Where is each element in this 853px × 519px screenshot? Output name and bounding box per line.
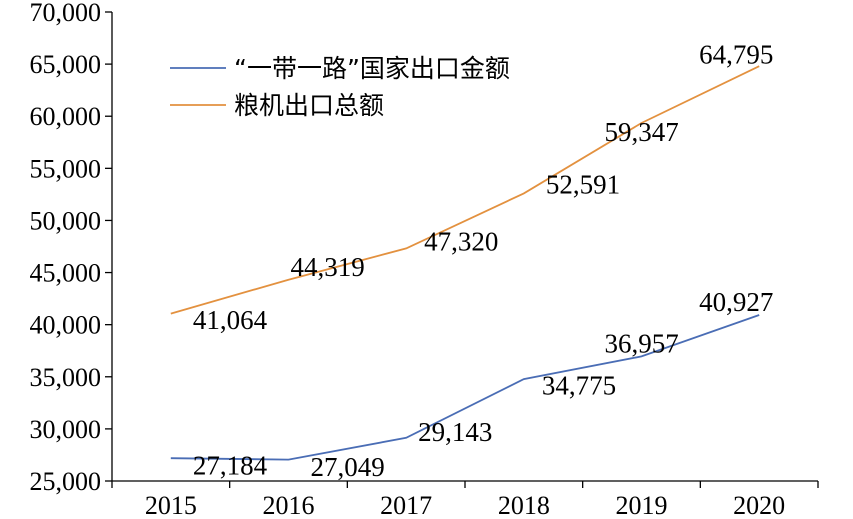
data-label: 52,591 <box>546 170 620 200</box>
legend-label: 粮机出口总额 <box>234 91 384 120</box>
x-tick-label: 2019 <box>616 491 668 519</box>
y-tick-label: 70,000 <box>30 0 102 27</box>
x-tick-label: 2020 <box>733 491 785 519</box>
x-tick-label: 2018 <box>498 491 550 519</box>
series-lines <box>170 65 760 461</box>
legend-label: “一带一路”国家出口金额 <box>234 54 510 83</box>
series-line-0 <box>170 314 760 461</box>
data-label: 27,184 <box>193 450 268 480</box>
data-label: 29,143 <box>418 417 492 447</box>
series-line-1 <box>170 65 760 315</box>
x-tick-label: 2016 <box>263 491 315 519</box>
data-label: 64,795 <box>699 39 773 69</box>
y-tick-label: 45,000 <box>30 259 102 288</box>
data-label: 27,049 <box>311 452 385 482</box>
y-tick-label: 40,000 <box>30 311 102 340</box>
y-tick-label: 65,000 <box>30 50 102 79</box>
data-label: 36,957 <box>605 329 679 359</box>
data-label: 41,064 <box>193 305 268 335</box>
data-label: 40,927 <box>699 287 773 317</box>
y-tick-label: 25,000 <box>30 467 102 496</box>
y-axis-ticks: 25,000 30,000 35,000 40,000 45,000 50,000 55,0… <box>30 0 112 496</box>
y-tick-label: 60,000 <box>30 102 102 131</box>
y-tick-label: 55,000 <box>30 154 102 183</box>
data-labels: 27,184 27,049 29,143 34,775 36,957 40,927 41,0… <box>193 39 774 481</box>
data-label: 34,775 <box>542 370 616 400</box>
x-tick-label: 2017 <box>380 491 432 519</box>
x-tick-label: 2015 <box>145 491 197 519</box>
y-tick-label: 30,000 <box>30 415 102 444</box>
data-label: 44,319 <box>291 252 365 282</box>
y-tick-label: 50,000 <box>30 206 102 235</box>
data-label: 59,347 <box>605 117 679 147</box>
y-tick-label: 35,000 <box>30 363 102 392</box>
data-label: 47,320 <box>424 227 498 257</box>
x-axis-ticks: 2015 2016 2017 2018 2019 2020 <box>111 481 819 519</box>
